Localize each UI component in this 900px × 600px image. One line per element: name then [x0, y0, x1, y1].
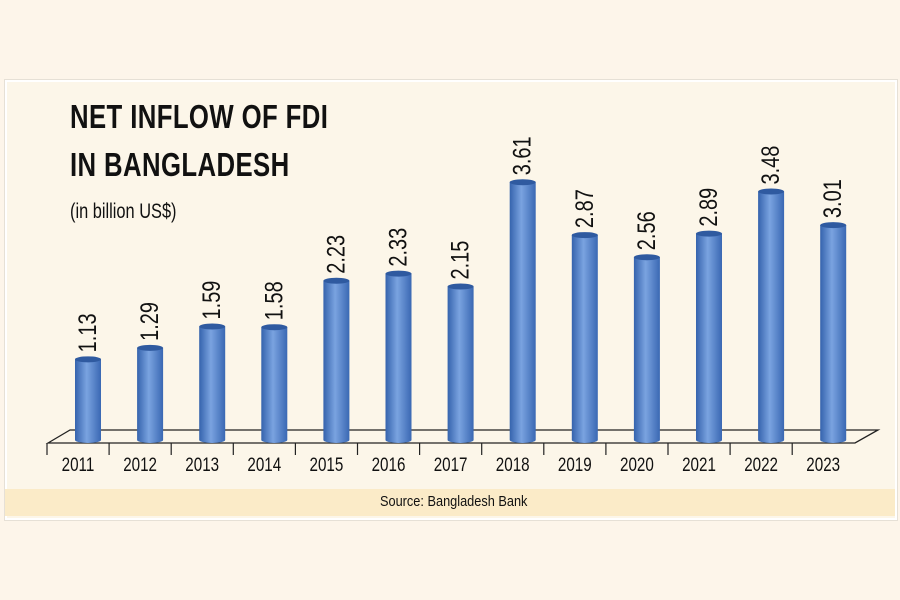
bar-top — [137, 344, 164, 351]
value-label: 1.29 — [136, 302, 164, 341]
bar — [820, 225, 847, 443]
x-tick-label: 2015 — [310, 453, 344, 475]
chart-title-line-2: IN BANGLADESH — [70, 146, 290, 183]
value-label: 3.01 — [819, 179, 847, 218]
bar — [199, 326, 226, 443]
bar-top — [633, 254, 660, 261]
bar — [758, 191, 785, 443]
x-tick-label: 2014 — [247, 453, 281, 475]
bar-top — [509, 179, 536, 186]
value-label: 1.13 — [74, 313, 102, 352]
bar-top — [571, 232, 598, 239]
bar — [696, 233, 722, 443]
bar-top — [261, 324, 288, 331]
chart-title-line-1: NET INFLOW OF FDI — [70, 98, 329, 135]
value-label: 3.48 — [757, 146, 785, 185]
value-label: 2.15 — [447, 241, 475, 280]
bar-top — [323, 277, 350, 284]
bar-top — [696, 230, 722, 237]
bar-top — [447, 283, 474, 290]
bar — [447, 286, 474, 443]
bar-top — [385, 270, 412, 277]
value-label: 1.59 — [198, 281, 226, 320]
value-label: 1.58 — [260, 281, 288, 320]
x-tick-label: 2013 — [185, 453, 219, 475]
bar-top — [75, 356, 101, 363]
x-tick-label: 2019 — [558, 453, 592, 475]
value-label: 2.23 — [322, 235, 350, 274]
chart-floor — [45, 429, 881, 444]
x-tick-label: 2022 — [744, 453, 778, 475]
bar — [633, 257, 660, 443]
bar — [261, 327, 288, 443]
value-label: 2.56 — [633, 211, 661, 250]
bar — [75, 359, 101, 443]
x-tick-label: 2011 — [62, 453, 95, 475]
x-tick-label: 2021 — [682, 453, 716, 475]
value-label: 2.89 — [695, 188, 723, 227]
x-tick-label: 2012 — [123, 453, 157, 475]
value-label: 3.61 — [509, 136, 537, 175]
source-note: Source: Bangladesh Bank — [380, 493, 528, 510]
bar — [509, 182, 536, 443]
x-tick-label: 2016 — [372, 453, 406, 475]
source-band — [5, 489, 895, 516]
value-label: 2.87 — [571, 189, 599, 228]
bar — [571, 235, 598, 443]
x-tick-label: 2018 — [496, 453, 530, 475]
bar — [385, 273, 412, 443]
value-label: 2.33 — [384, 228, 412, 267]
bar — [137, 347, 164, 443]
bar-top — [758, 188, 785, 195]
x-tick-label: 2017 — [434, 453, 468, 475]
chart-subtitle: (in billion US$) — [70, 200, 177, 223]
bar-top — [199, 323, 226, 330]
bar-top — [820, 222, 847, 229]
x-tick-label: 2020 — [620, 453, 654, 475]
x-tick-label: 2023 — [806, 453, 840, 475]
bar — [323, 280, 350, 443]
